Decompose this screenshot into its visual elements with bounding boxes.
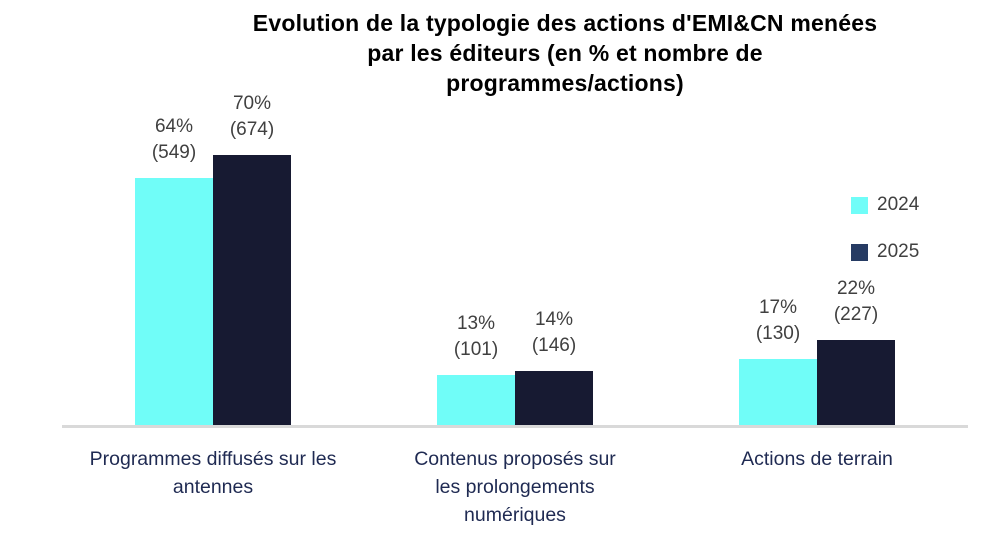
- bar-value-label-2024-cat3: 17% (130): [755, 297, 801, 344]
- bar-value-label-2025-cat2: 14% (146): [531, 309, 577, 356]
- bar-value-label-2025-cat3: 22% (227): [833, 278, 879, 325]
- x-axis-label-cat1: Programmes diffusés sur les antennes: [89, 448, 337, 498]
- bar-2024-cat1: [135, 178, 213, 425]
- bar-2024-cat3: [739, 359, 817, 425]
- chart-title-line: par les éditeurs (en % et nombre de: [367, 40, 763, 66]
- legend-label: 2024: [877, 194, 920, 215]
- legend-label: 2025: [877, 241, 920, 262]
- bar-2025-cat3: [817, 340, 895, 425]
- bar-value-label-2024-cat1: 64% (549): [151, 116, 197, 163]
- legend-item-2024: 2024: [851, 194, 920, 215]
- bar-2024-cat2: [437, 375, 515, 425]
- legend: 2024 2025: [851, 194, 920, 289]
- legend-item-2025: 2025: [851, 241, 920, 262]
- legend-marker-icon: [851, 243, 868, 261]
- bar-2025-cat1: [213, 155, 291, 425]
- bar-2025-cat2: [515, 371, 593, 425]
- bar-value-label-2024-cat2: 13% (101): [453, 313, 499, 360]
- x-axis-line: [62, 425, 968, 428]
- chart-title: Evolution de la typologie des actions d'…: [165, 8, 965, 98]
- chart-title-line: programmes/actions): [446, 70, 684, 96]
- chart-title-line: Evolution de la typologie des actions d'…: [252, 10, 878, 36]
- bar-value-label-2025-cat1: 70% (674): [229, 93, 275, 140]
- x-axis-label-cat2: Contenus proposés sur les prolongements nu…: [414, 448, 616, 526]
- x-axis-label-cat3: Actions de terrain: [741, 448, 893, 470]
- legend-marker-icon: [851, 196, 868, 214]
